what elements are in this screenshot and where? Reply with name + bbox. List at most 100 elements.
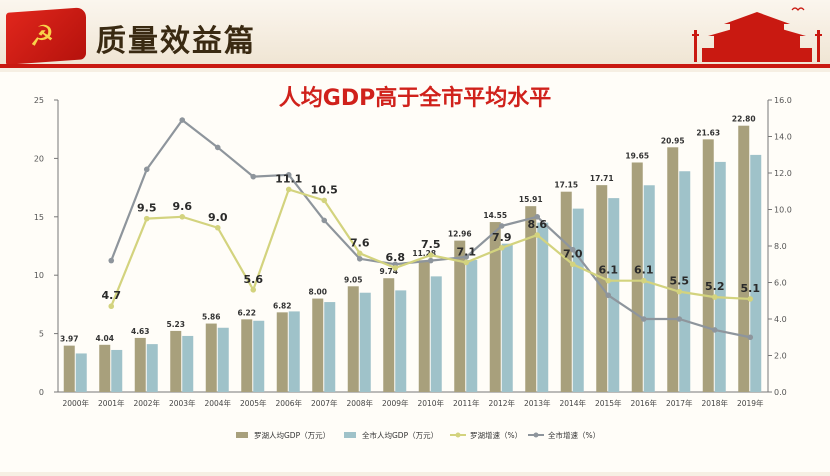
bar-data-label: 4.63 bbox=[131, 327, 150, 336]
point-city-growth bbox=[640, 316, 647, 322]
bar-luohu bbox=[63, 345, 75, 392]
x-tick-label: 2009年 bbox=[382, 398, 409, 408]
line-data-label: 6.1 bbox=[599, 264, 619, 277]
bar-city bbox=[288, 311, 300, 392]
bar-luohu bbox=[667, 147, 679, 392]
y-tick-label-right: 12.0 bbox=[774, 169, 792, 178]
legend-marker bbox=[455, 432, 461, 438]
x-tick-label: 2010年 bbox=[417, 398, 444, 408]
bar-data-label: 6.82 bbox=[273, 301, 292, 310]
point-luohu-growth bbox=[392, 265, 399, 271]
bar-city bbox=[253, 320, 265, 392]
bar-city bbox=[395, 290, 407, 392]
point-luohu-growth bbox=[250, 287, 257, 293]
legend-label: 罗湖增速（%） bbox=[470, 430, 522, 440]
line-data-label: 5.6 bbox=[244, 273, 264, 286]
y-tick-label-left: 5 bbox=[39, 330, 44, 339]
x-tick-label: 2008年 bbox=[346, 398, 373, 408]
point-city-growth bbox=[214, 144, 221, 151]
point-luohu-growth bbox=[569, 261, 576, 268]
point-city-growth bbox=[427, 257, 434, 264]
bar-data-label: 9.74 bbox=[379, 267, 398, 276]
line-data-label: 5.2 bbox=[705, 280, 725, 293]
page-title: 质量效益篇 bbox=[96, 24, 256, 59]
chart-area: 0 5 10 15 20 25 0.0 2.0 4.0 6.0 8.0 10.0 12.0 14.0 16.… bbox=[0, 72, 830, 472]
line-data-label: 9.5 bbox=[137, 202, 157, 215]
bar-luohu bbox=[99, 344, 111, 392]
bar-city bbox=[714, 161, 726, 392]
point-luohu-growth bbox=[605, 277, 612, 284]
x-tick-label: 2002年 bbox=[133, 398, 160, 408]
legend-label: 罗湖人均GDP（万元） bbox=[254, 430, 330, 440]
point-city-growth bbox=[285, 172, 292, 178]
bar-data-label: 9.05 bbox=[344, 275, 363, 284]
point-city-growth bbox=[569, 246, 576, 253]
bar-luohu bbox=[738, 125, 750, 393]
x-tick-label: 2017年 bbox=[666, 398, 693, 408]
x-tick-label: 2015年 bbox=[595, 398, 622, 408]
bar-city bbox=[324, 302, 336, 392]
bar-luohu bbox=[347, 286, 359, 392]
point-luohu-growth bbox=[356, 250, 363, 257]
bar-data-label: 4.04 bbox=[95, 334, 114, 343]
point-city-growth bbox=[108, 257, 115, 264]
bar-city bbox=[430, 276, 442, 392]
bar-luohu bbox=[276, 312, 288, 392]
y-tick-label-right: 10.0 bbox=[774, 206, 792, 215]
point-city-growth bbox=[179, 117, 186, 123]
hammer-sickle-icon: ☭ bbox=[29, 18, 55, 54]
y-tick-label-right: 4.0 bbox=[774, 315, 787, 324]
bar-city bbox=[643, 185, 655, 392]
x-tick-label: 2003年 bbox=[169, 398, 196, 408]
line-data-label: 9.6 bbox=[173, 200, 193, 213]
bar-data-label: 8.00 bbox=[308, 288, 327, 297]
bar-city bbox=[501, 243, 513, 392]
y-tick-label-left: 25 bbox=[34, 96, 44, 105]
point-city-growth bbox=[711, 327, 718, 333]
line-data-label: 7.9 bbox=[492, 231, 512, 244]
y-tick-label-right: 6.0 bbox=[774, 279, 787, 288]
bar-city bbox=[75, 353, 87, 392]
party-flag-icon: ☭ bbox=[6, 7, 86, 65]
bar-city bbox=[537, 222, 549, 392]
line-data-label: 11.1 bbox=[275, 172, 302, 185]
point-luohu-growth bbox=[534, 232, 541, 238]
bar-city bbox=[359, 292, 371, 392]
line-data-label: 6.1 bbox=[634, 264, 654, 277]
y-tick-label-left: 10 bbox=[34, 271, 44, 280]
x-tick-label: 2018年 bbox=[701, 398, 728, 408]
x-tick-label: 2005年 bbox=[240, 398, 267, 408]
bar-data-label: 15.91 bbox=[519, 195, 543, 204]
line-data-label: 5.1 bbox=[741, 282, 761, 295]
header-divider bbox=[0, 64, 830, 68]
bar-luohu bbox=[631, 162, 643, 392]
bar-data-label: 19.65 bbox=[625, 151, 649, 160]
y-tick-label-right: 8.0 bbox=[774, 242, 787, 251]
line-data-label: 7.1 bbox=[457, 245, 477, 258]
line-data-label: 7.0 bbox=[563, 247, 583, 260]
bar-luohu bbox=[702, 139, 714, 392]
bar-luohu bbox=[489, 222, 501, 392]
x-tick-label: 2001年 bbox=[98, 398, 125, 408]
point-luohu-growth bbox=[711, 294, 718, 300]
y-tick-label-right: 14.0 bbox=[774, 133, 792, 142]
bar-city bbox=[217, 327, 229, 392]
bar-data-label: 21.63 bbox=[696, 128, 720, 137]
x-tick-label: 2007年 bbox=[311, 398, 338, 408]
bar-data-label: 6.22 bbox=[237, 308, 256, 317]
legend-label: 全市增速（%） bbox=[548, 430, 600, 440]
point-luohu-growth bbox=[143, 215, 150, 222]
point-luohu-growth bbox=[747, 296, 754, 302]
point-city-growth bbox=[676, 316, 683, 322]
point-city-growth bbox=[321, 217, 328, 224]
bar-city bbox=[608, 198, 620, 392]
legend-label: 全市人均GDP（万元） bbox=[362, 430, 438, 440]
x-tick-label: 2004年 bbox=[204, 398, 231, 408]
bar-city bbox=[679, 171, 691, 392]
point-luohu-growth bbox=[321, 197, 328, 204]
x-tick-label: 2019年 bbox=[737, 398, 764, 408]
point-city-growth bbox=[143, 166, 150, 173]
point-luohu-growth bbox=[285, 186, 292, 193]
line-data-label: 7.6 bbox=[350, 236, 370, 249]
bar-luohu bbox=[454, 240, 466, 392]
